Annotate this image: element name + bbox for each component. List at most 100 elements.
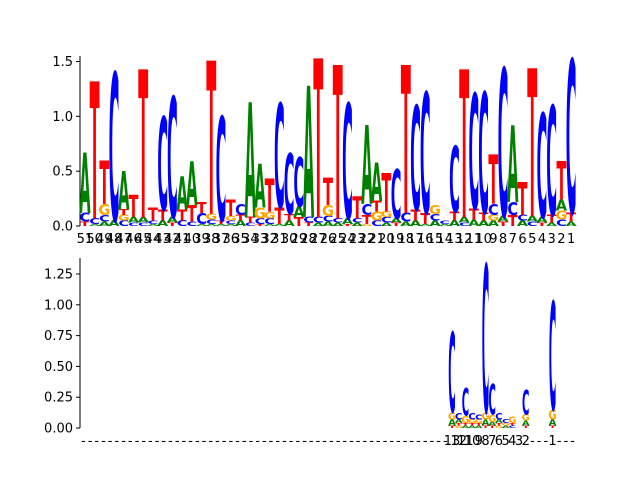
logo-letter-C: C (264, 217, 275, 226)
logo-letter-T: T (323, 171, 333, 215)
x-tick-label: 21 (368, 232, 385, 247)
logo-letter-A: A (235, 219, 246, 228)
logo-letter-A: A (274, 223, 286, 226)
x-tick-label: - (436, 434, 441, 449)
logo-letter-T: T (518, 173, 528, 225)
x-tick-label: 5 (528, 232, 536, 247)
logo-letter-G: G (468, 419, 476, 425)
y-tick-label: 1.5 (52, 55, 73, 70)
logo-letter-G: G (487, 213, 499, 222)
logo-letter-C: C (284, 137, 295, 233)
x-tick-label: 8 (499, 232, 507, 247)
logo-letter-C: C (293, 144, 304, 223)
x-tick-label: - (396, 434, 401, 449)
x-tick-label: 15 (427, 232, 444, 247)
x-tick-label: 38 (203, 232, 220, 247)
logo-letter-A: A (196, 223, 208, 226)
logo-letter-T: T (479, 211, 489, 223)
x-tick-label: 51 (77, 232, 94, 247)
logo-letter-A: A (565, 221, 577, 228)
x-tick-label: - (182, 434, 187, 449)
logo-letter-T: T (362, 214, 373, 227)
x-tick-label: 13 (446, 232, 463, 247)
logo-letter-T: T (294, 216, 305, 229)
x-tick-label: 1 (567, 232, 575, 247)
x-tick-label: 7 (488, 434, 496, 449)
logo-letter-C: C (469, 63, 480, 246)
y-tick-label: 0.50 (44, 360, 73, 375)
logo-letter-C: C (507, 199, 518, 220)
logo-letter-A: A (147, 223, 159, 226)
logo-letter-A: A (157, 219, 168, 228)
logo-letter-C: C (546, 77, 557, 252)
logo-letter-A: A (381, 222, 393, 227)
y-tick-label: 0.00 (44, 422, 73, 437)
x-tick-label: - (121, 434, 126, 449)
logo-letter-A: A (502, 425, 510, 429)
logo-letter-T: T (284, 212, 295, 222)
x-tick-label: 11 (457, 434, 474, 449)
logo-letter-T: T (235, 213, 245, 222)
logo-letter-C: C (478, 59, 489, 252)
logo-letter-T: T (462, 422, 470, 426)
logo-letter-A: A (128, 216, 139, 225)
logo-letter-A: A (99, 221, 111, 228)
x-tick-label: 24 (339, 232, 356, 247)
x-tick-label: - (101, 434, 106, 449)
x-tick-label: - (295, 434, 300, 449)
logo-letter-T: T (522, 425, 530, 429)
x-tick-label: - (228, 434, 233, 449)
logo-letter-A: A (448, 418, 457, 428)
logo-letter-C: C (157, 93, 168, 241)
logo-letter-G: G (98, 202, 110, 219)
x-tick-label: 29 (291, 232, 308, 247)
y-tick-label: 0.25 (44, 391, 73, 406)
x-tick-label: - (289, 434, 294, 449)
logo-letter-A: A (206, 223, 218, 226)
x-tick-label: 7 (509, 232, 517, 247)
logo-letter-T: T (216, 220, 227, 225)
x-tick-label: - (309, 434, 314, 449)
x-tick-label: 47 (115, 232, 132, 247)
x-tick-label: - (235, 434, 240, 449)
logo-letter-A: A (79, 136, 90, 232)
x-tick-label: 20 (378, 232, 395, 247)
x-tick-label: 34 (242, 232, 259, 247)
logo-letter-T: T (527, 29, 537, 265)
x-tick-label: - (416, 434, 421, 449)
x-tick-label: - (155, 434, 160, 449)
x-tick-label: 3 (515, 434, 523, 449)
logo-letter-A: A (556, 197, 568, 214)
logo-letter-T: T (449, 425, 457, 429)
logo-letter-T: T (411, 207, 422, 224)
x-tick-label: 10 (475, 232, 492, 247)
y-tick-label: 0.0 (52, 220, 73, 235)
x-tick-label: - (255, 434, 260, 449)
x-tick-label: 2 (522, 434, 530, 449)
logo-letter-T: T (498, 221, 508, 228)
logo-letter-A: A (400, 221, 412, 228)
logo-letter-C: C (502, 419, 510, 425)
logo-letter-C: C (80, 212, 91, 225)
x-tick-label: 10 (464, 434, 481, 449)
logo-letter-T: T (255, 223, 266, 226)
x-tick-label: - (537, 434, 542, 449)
logo-letter-G: G (118, 213, 130, 222)
logo-letter-A: A (517, 219, 528, 228)
logo-letter-A: A (410, 219, 421, 228)
logo-letter-T: T (177, 207, 188, 224)
logo-letter-T: T (129, 189, 139, 225)
x-tick-label: - (363, 434, 368, 449)
x-tick-label: - (208, 434, 213, 449)
logo-letter-C: C (448, 312, 455, 439)
x-tick-label: 33 (252, 232, 269, 247)
x-tick-label: 35 (232, 232, 249, 247)
x-tick-label: 40 (184, 232, 201, 247)
x-tick-label: - (88, 434, 93, 449)
logo-letter-T: T (566, 212, 577, 225)
logo-letter-A: A (303, 51, 314, 261)
logo-letter-C: C (313, 216, 324, 225)
logo-letter-C: C (99, 213, 110, 223)
logo-letter-G: G (322, 203, 334, 220)
